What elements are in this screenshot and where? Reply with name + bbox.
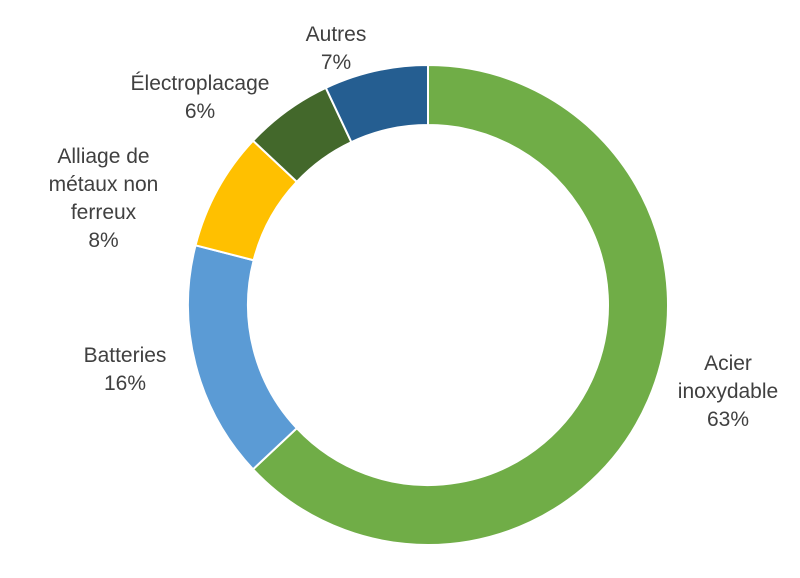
slice-name-line: Autres — [305, 23, 367, 46]
slice-name-line: Acier — [704, 352, 752, 375]
slice-value-label: 8% — [88, 229, 119, 252]
slice-label-electroplacage: Électroplacage 6% — [115, 70, 285, 126]
slice-value-label: 63% — [706, 408, 750, 431]
donut-slice-batteries — [187, 244, 299, 471]
slice-label-batteries: Batteries 16% — [60, 342, 190, 398]
donut-slice-acier-inoxydable — [251, 63, 669, 546]
slice-name-line: inoxydable — [677, 380, 779, 403]
slice-label-alliage: Alliage de métaux non ferreux 8% — [36, 143, 171, 255]
slice-name-line: Batteries — [83, 344, 167, 367]
slice-value-label: 6% — [184, 100, 216, 123]
slice-name-line: Électroplacage — [130, 72, 270, 95]
slice-value-label: 16% — [103, 372, 147, 395]
slice-value-label: 7% — [320, 51, 352, 74]
slice-label-acier-inoxydable: Acier inoxydable 63% — [663, 350, 793, 434]
slice-label-autres: Autres 7% — [286, 21, 386, 77]
donut-slice-autres — [324, 63, 429, 144]
slice-name-line: ferreux — [70, 201, 137, 224]
donut-slices — [187, 63, 669, 546]
slice-name-line: métaux non — [48, 173, 159, 196]
slice-name-line: Alliage de — [57, 145, 150, 168]
